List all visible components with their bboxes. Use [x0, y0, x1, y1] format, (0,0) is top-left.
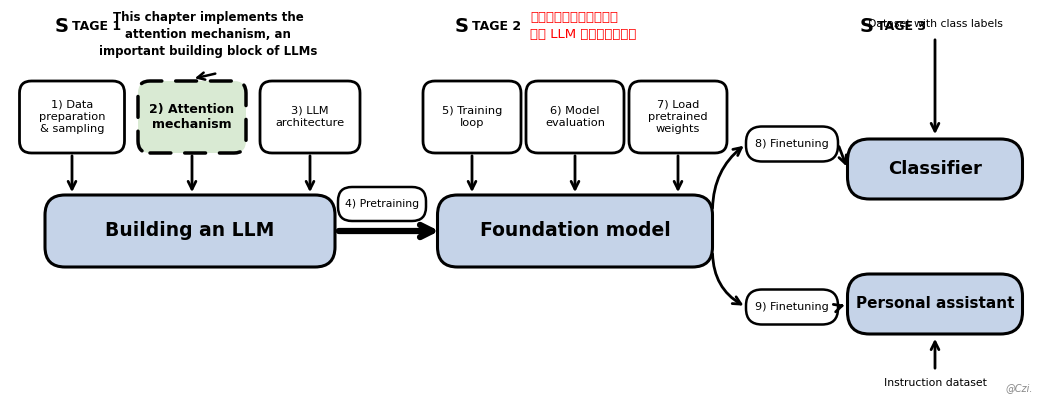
Text: TAGE 3: TAGE 3 — [877, 20, 926, 34]
FancyBboxPatch shape — [847, 139, 1022, 199]
FancyBboxPatch shape — [338, 187, 426, 221]
FancyBboxPatch shape — [526, 81, 624, 153]
Text: S: S — [455, 18, 469, 36]
Text: Foundation model: Foundation model — [480, 221, 670, 241]
FancyBboxPatch shape — [20, 81, 125, 153]
FancyBboxPatch shape — [423, 81, 520, 153]
Text: Personal assistant: Personal assistant — [856, 296, 1014, 312]
FancyBboxPatch shape — [45, 195, 335, 267]
Text: 7) Load
pretrained
weights: 7) Load pretrained weights — [649, 100, 708, 134]
FancyBboxPatch shape — [260, 81, 360, 153]
Text: TAGE 2: TAGE 2 — [472, 20, 522, 34]
FancyBboxPatch shape — [746, 126, 838, 162]
Text: 3) LLM
architecture: 3) LLM architecture — [276, 106, 345, 128]
Text: 6) Model
evaluation: 6) Model evaluation — [545, 106, 605, 128]
Text: 8) Finetuning: 8) Finetuning — [755, 139, 829, 149]
FancyBboxPatch shape — [847, 274, 1022, 334]
Text: Dataset with class labels: Dataset with class labels — [867, 19, 1002, 29]
FancyBboxPatch shape — [437, 195, 712, 267]
Text: 2) Attention
mechanism: 2) Attention mechanism — [150, 103, 234, 132]
Text: S: S — [860, 18, 874, 36]
Text: 4) Pretraining: 4) Pretraining — [345, 199, 420, 209]
Text: 本章实现了注意力机制，
这是 LLM 的重要组成部分: 本章实现了注意力机制， 这是 LLM 的重要组成部分 — [530, 11, 636, 41]
Text: @Czi.: @Czi. — [1006, 383, 1033, 393]
Text: This chapter implements the
attention mechanism, an
important building block of : This chapter implements the attention me… — [99, 11, 318, 58]
Text: S: S — [55, 18, 69, 36]
Text: Building an LLM: Building an LLM — [105, 221, 275, 241]
Text: Classifier: Classifier — [888, 160, 982, 178]
FancyBboxPatch shape — [746, 290, 838, 324]
Text: 1) Data
preparation
& sampling: 1) Data preparation & sampling — [39, 100, 105, 134]
Text: Instruction dataset: Instruction dataset — [884, 378, 987, 388]
FancyBboxPatch shape — [138, 81, 246, 153]
Text: 9) Finetuning: 9) Finetuning — [755, 302, 829, 312]
FancyBboxPatch shape — [629, 81, 727, 153]
Text: TAGE 1: TAGE 1 — [72, 20, 121, 34]
Text: 5) Training
loop: 5) Training loop — [441, 106, 502, 128]
